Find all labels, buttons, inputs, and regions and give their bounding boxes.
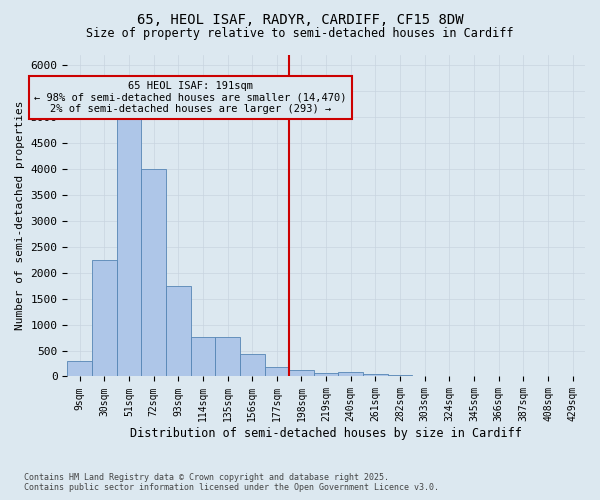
Text: Contains HM Land Registry data © Crown copyright and database right 2025.
Contai: Contains HM Land Registry data © Crown c… — [24, 473, 439, 492]
Bar — [67, 362, 92, 376]
Bar — [240, 354, 265, 376]
Bar — [265, 368, 289, 376]
Y-axis label: Number of semi-detached properties: Number of semi-detached properties — [15, 101, 25, 330]
Bar — [166, 286, 191, 376]
Bar — [363, 374, 388, 376]
Bar — [289, 370, 314, 376]
Bar — [215, 336, 240, 376]
Text: Size of property relative to semi-detached houses in Cardiff: Size of property relative to semi-detach… — [86, 28, 514, 40]
Text: 65 HEOL ISAF: 191sqm
← 98% of semi-detached houses are smaller (14,470)
2% of se: 65 HEOL ISAF: 191sqm ← 98% of semi-detac… — [34, 81, 347, 114]
Bar — [116, 117, 141, 376]
X-axis label: Distribution of semi-detached houses by size in Cardiff: Distribution of semi-detached houses by … — [130, 427, 522, 440]
Text: 65, HEOL ISAF, RADYR, CARDIFF, CF15 8DW: 65, HEOL ISAF, RADYR, CARDIFF, CF15 8DW — [137, 12, 463, 26]
Bar — [314, 372, 338, 376]
Bar — [191, 336, 215, 376]
Bar — [92, 260, 116, 376]
Bar — [141, 169, 166, 376]
Bar — [338, 372, 363, 376]
